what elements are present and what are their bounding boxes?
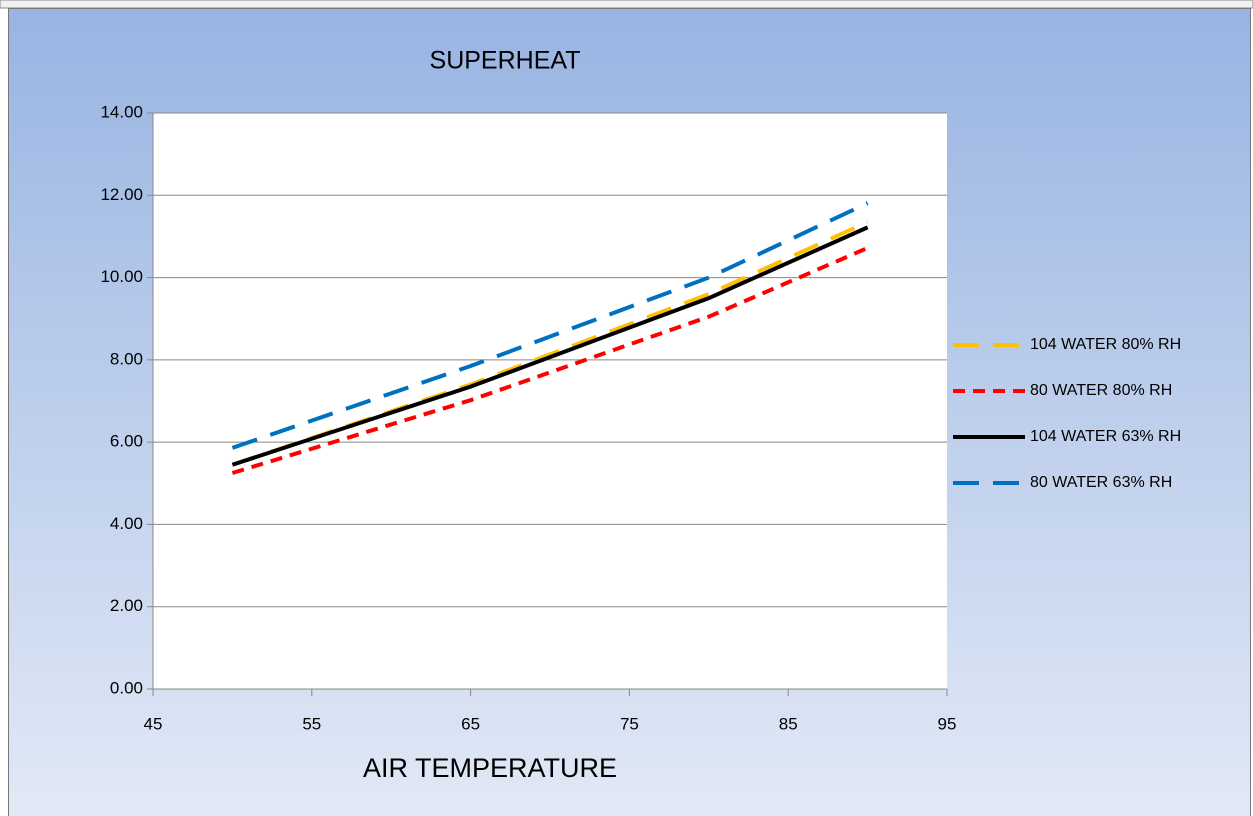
x-tick-label: 75 (620, 714, 639, 733)
y-tick-label: 6.00 (110, 432, 143, 451)
frame-top (0, 0, 1253, 9)
series-line (231, 201, 869, 450)
legend-label: 80 WATER 80% RH (1030, 382, 1172, 399)
legend-label: 104 WATER 80% RH (1030, 336, 1181, 353)
y-tick-label: 14.00 (100, 102, 143, 121)
series-line (231, 225, 869, 467)
legend-label: 80 WATER 63% RH (1030, 474, 1172, 491)
x-tick-label: 55 (302, 714, 321, 733)
y-tick-label: 10.00 (100, 267, 143, 286)
y-tick-label: 8.00 (110, 349, 143, 368)
series-line (231, 246, 869, 475)
y-tick-label: 2.00 (110, 596, 143, 615)
legend-label: 104 WATER 63% RH (1030, 428, 1181, 445)
y-tick-label: 0.00 (110, 678, 143, 697)
x-tick-label: 95 (938, 714, 957, 733)
x-tick-label: 65 (461, 714, 480, 733)
x-tick-label: 85 (779, 714, 798, 733)
plot-area (153, 113, 947, 689)
x-axis-label: AIR TEMPERATURE (363, 753, 617, 783)
chart-title: SUPERHEAT (430, 47, 581, 75)
y-tick-label: 4.00 (110, 514, 143, 533)
y-tick-label: 12.00 (100, 185, 143, 204)
x-tick-label: 45 (144, 714, 163, 733)
